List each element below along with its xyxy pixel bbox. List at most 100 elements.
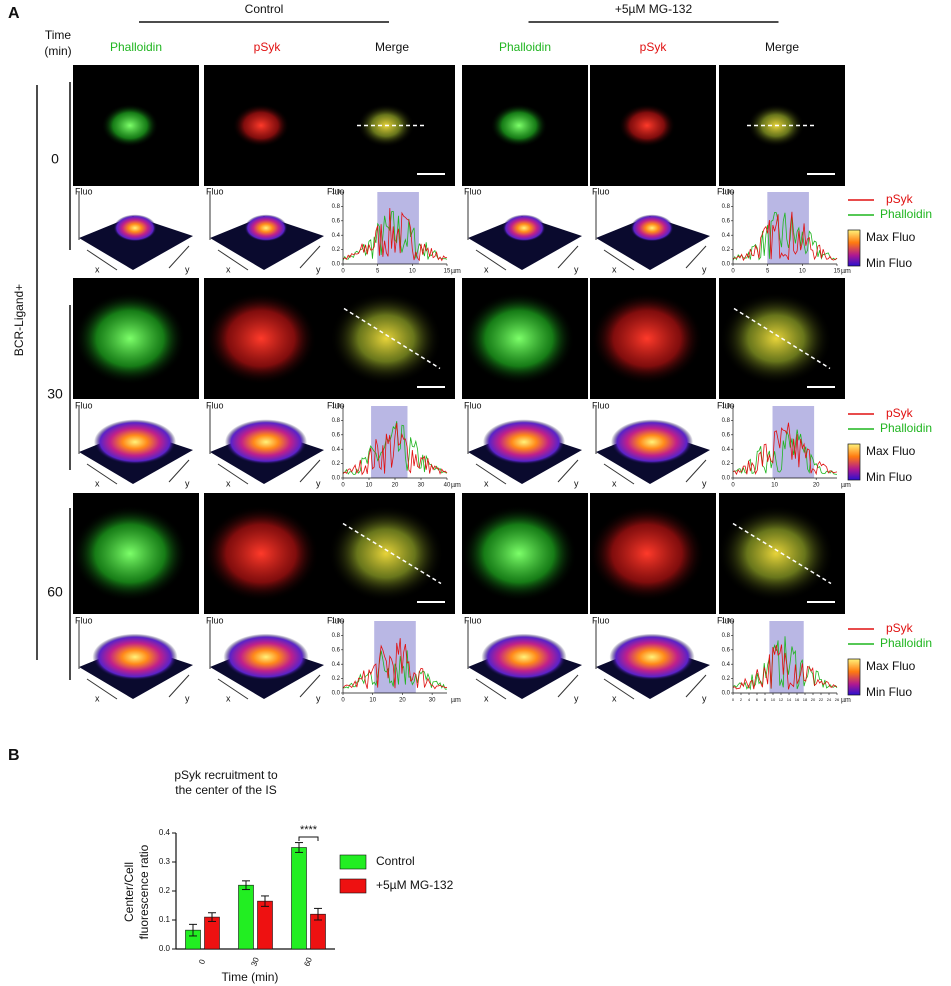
axis-label: x xyxy=(226,478,231,488)
x-tick-label: 4 xyxy=(748,697,751,702)
y-tick-label: 0.2 xyxy=(332,461,341,467)
x-tick-label: 16 xyxy=(795,697,800,702)
profile-region xyxy=(767,192,809,264)
surface-peak xyxy=(225,419,307,465)
y-tick-label: 0.6 xyxy=(722,432,731,438)
axis-line xyxy=(217,678,249,700)
y-tick-label: 0.8 xyxy=(722,204,731,210)
colorbar-label: Max Fluo xyxy=(866,444,916,458)
colorbar-label: Min Fluo xyxy=(866,256,912,270)
x-tick-label: 0 xyxy=(341,269,345,275)
colorbar-label: Min Fluo xyxy=(866,685,912,699)
y-label: Fluo xyxy=(717,615,735,625)
axis-label: y xyxy=(316,693,321,703)
axis-line xyxy=(217,249,249,271)
y-label: Fluo xyxy=(327,400,345,410)
axis-label: y xyxy=(185,264,190,274)
legend-label: pSyk xyxy=(886,621,914,635)
y-tick-label: 1.0 xyxy=(332,404,341,410)
axis-label: x xyxy=(484,478,489,488)
axis-line xyxy=(557,674,579,698)
cell xyxy=(328,505,444,602)
legend-label: Phalloidin xyxy=(880,207,932,221)
cell xyxy=(463,292,575,385)
axis-line xyxy=(475,249,507,271)
x-tick-label: 20 xyxy=(813,483,820,489)
x-tick-label: 20 xyxy=(392,483,399,489)
axis-label: x xyxy=(612,478,617,488)
y-tick-label: 0.6 xyxy=(722,647,731,653)
chart-title: the center of the IS xyxy=(175,783,276,797)
x-tick-label: 60 xyxy=(302,956,314,968)
significance-bracket xyxy=(298,836,319,841)
x-tick-label: 10 xyxy=(409,269,416,275)
y-tick-label: 0.2 xyxy=(722,247,731,253)
legend-swatch xyxy=(339,878,367,894)
axis-label: y xyxy=(185,478,190,488)
y-tick-label: 0.4 xyxy=(332,447,341,453)
axis-line xyxy=(217,463,249,485)
y-tick-label: 0.4 xyxy=(722,233,731,239)
y-tick-label: 1.0 xyxy=(722,190,731,196)
axis-line xyxy=(685,459,707,483)
axis-line xyxy=(603,678,635,700)
axis-label: Fluo xyxy=(206,400,224,410)
y-tick-label: 0.4 xyxy=(722,662,731,668)
cell xyxy=(589,505,705,602)
x-tick-label: 26 xyxy=(835,697,840,702)
profile-trace xyxy=(732,429,838,475)
cell xyxy=(232,104,290,147)
x-tick-label: 24 xyxy=(827,697,832,702)
scan-line xyxy=(342,522,442,585)
surface-plot xyxy=(596,216,710,270)
colorbar xyxy=(847,443,861,481)
profile-trace xyxy=(732,422,838,476)
legend-swatch xyxy=(339,854,367,870)
axis-line xyxy=(86,463,118,485)
y-tick-label: 0.6 xyxy=(332,432,341,438)
colorbar xyxy=(847,658,861,696)
legend-label: Phalloidin xyxy=(880,636,932,650)
cell xyxy=(720,292,832,385)
y-tick-label: 0.6 xyxy=(332,218,341,224)
y-tick-label: 1.0 xyxy=(722,404,731,410)
profile-trace xyxy=(342,638,448,690)
surface-peak xyxy=(630,214,674,242)
axis-line xyxy=(299,674,321,698)
y-tick-label: 0.6 xyxy=(722,218,731,224)
scan-line xyxy=(733,307,831,370)
axis-label: Fluo xyxy=(464,400,482,410)
cell xyxy=(718,505,834,602)
y-tick-label: 0.4 xyxy=(722,447,731,453)
surface-peak xyxy=(94,419,176,465)
surface-peak xyxy=(244,214,288,242)
y-tick-label: 0.1 xyxy=(159,915,171,924)
y-label: Fluo xyxy=(717,400,735,410)
cell xyxy=(205,292,317,385)
profile-region xyxy=(377,192,419,264)
axis-label: Fluo xyxy=(592,400,610,410)
x-tick-label: 5 xyxy=(376,269,380,275)
profile-trace xyxy=(732,644,838,690)
colorbar-label: Max Fluo xyxy=(866,230,916,244)
scan-line xyxy=(343,307,441,370)
y-tick-label: 0.8 xyxy=(722,633,731,639)
side-label: BCR-Ligand+ xyxy=(12,284,26,356)
x-tick-label: 8 xyxy=(764,697,767,702)
axis-label: y xyxy=(702,264,707,274)
time-header: (min) xyxy=(44,44,71,58)
y-tick-label: 0.3 xyxy=(159,857,171,866)
profile-trace xyxy=(342,208,448,262)
x-tick-label: 40 xyxy=(444,483,451,489)
axis-label: Fluo xyxy=(75,615,93,625)
x-tick-label: 18 xyxy=(803,697,808,702)
y-label: Fluo xyxy=(327,186,345,196)
x-tick-label: 10 xyxy=(799,269,806,275)
y-tick-label: 0.0 xyxy=(159,944,171,953)
y-label: Fluo xyxy=(327,615,345,625)
colorbar-label: Min Fluo xyxy=(866,470,912,484)
x-tick-label: 0 xyxy=(731,483,735,489)
y-tick-label: 0.8 xyxy=(332,418,341,424)
y-tick-label: 0.6 xyxy=(332,647,341,653)
